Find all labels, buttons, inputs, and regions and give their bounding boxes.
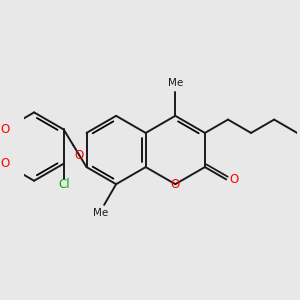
Text: O: O xyxy=(75,148,84,162)
Text: O: O xyxy=(171,178,180,191)
Text: O: O xyxy=(0,157,9,170)
Text: O: O xyxy=(0,123,9,136)
Text: O: O xyxy=(230,173,239,186)
Text: Me: Me xyxy=(168,79,183,88)
Text: Cl: Cl xyxy=(58,178,70,191)
Text: Me: Me xyxy=(93,208,108,218)
